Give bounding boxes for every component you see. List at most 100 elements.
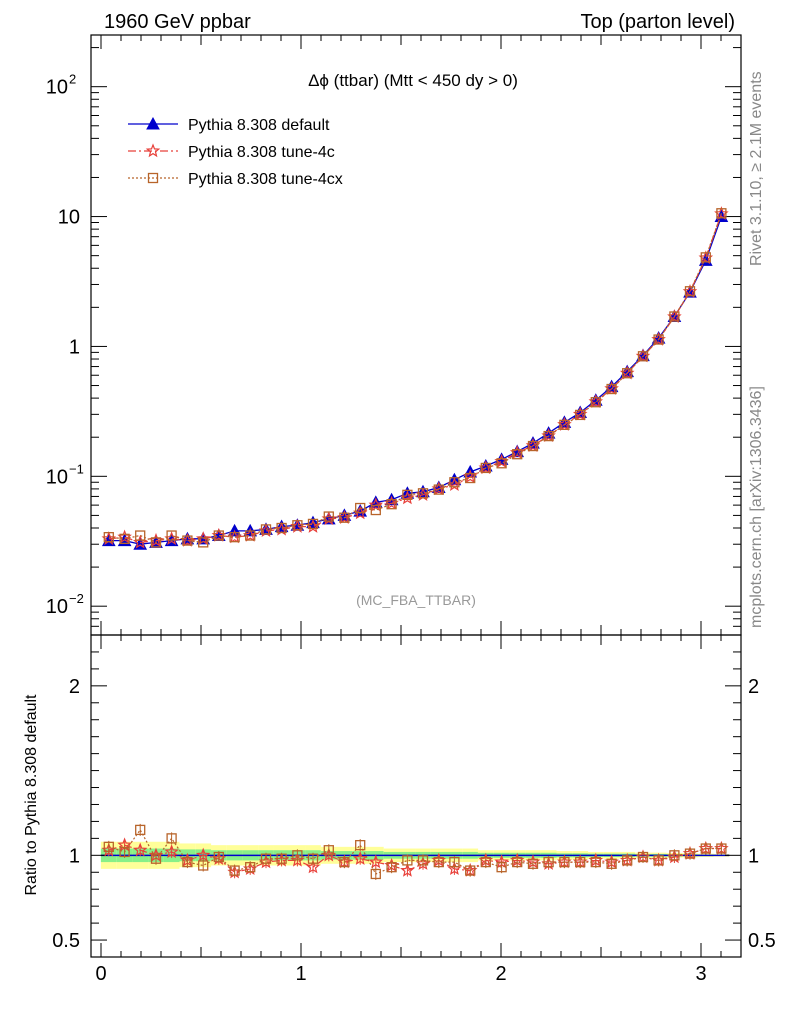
y-tick-label: 10 <box>46 596 68 618</box>
data-point <box>119 533 130 544</box>
data-point <box>716 208 727 219</box>
ratio-y-tick-label: 1 <box>69 845 80 867</box>
ratio-x-axis: 0 1 2 3 <box>95 635 722 985</box>
legend-marker <box>146 116 160 130</box>
ratio-point <box>575 856 586 868</box>
data-point <box>339 512 350 523</box>
legend-label: Pythia 8.308 default <box>188 117 330 134</box>
ratio-point <box>229 865 240 876</box>
ratio-point <box>135 824 146 836</box>
data-point <box>653 334 664 345</box>
data-point <box>386 499 397 510</box>
ratio-point <box>590 856 601 868</box>
data-point <box>433 484 444 495</box>
ratio-point <box>182 856 193 868</box>
ratio-point <box>637 851 649 863</box>
ratio-point <box>166 833 177 844</box>
data-point <box>575 409 586 421</box>
ratio-y-tick-label: 2 <box>69 676 80 698</box>
series-line <box>108 213 723 544</box>
main-title: Δϕ (ttbar) (Mtt < 450 dy > 0) <box>308 71 518 90</box>
ratio-point <box>402 855 413 866</box>
main-x-ticks <box>100 35 722 635</box>
ratio-point <box>606 858 617 869</box>
series-line <box>108 216 723 545</box>
ratio-y-axis: 1 1 2 2 0.5 0.5 <box>52 651 776 952</box>
rivet-label: Rivet 3.1.10, ≥ 2.1M events <box>748 71 765 266</box>
ratio-point <box>198 860 209 871</box>
legend-marker <box>145 143 161 158</box>
data-point <box>213 530 224 541</box>
ratio-point <box>195 847 211 862</box>
data-point <box>292 520 303 531</box>
watermark: (MC_FBA_TTBAR) <box>356 592 476 608</box>
ratio-point <box>352 851 368 865</box>
data-point <box>559 419 570 431</box>
ratio-point <box>260 853 272 864</box>
data-point <box>182 535 193 546</box>
data-point <box>527 440 539 452</box>
ratio-point <box>132 842 148 857</box>
y-tick-label: 10 <box>58 207 80 229</box>
data-point <box>276 522 287 534</box>
x-tick-label: 1 <box>295 963 306 985</box>
ratio-point <box>370 868 381 880</box>
ratio-point <box>103 841 114 852</box>
ratio-panel: 1 1 2 2 0.5 0.5 0 1 2 3 Ratio to Pythia 8.308 de… <box>23 634 776 985</box>
ratio-point <box>449 856 460 868</box>
y-tick-label: 10 <box>46 77 68 99</box>
data-point <box>323 511 334 522</box>
data-point <box>417 488 429 499</box>
data-point <box>198 537 209 548</box>
ratio-point <box>622 855 633 866</box>
data-point <box>480 462 491 474</box>
series-1 <box>101 206 729 549</box>
data-point <box>512 449 523 460</box>
ratio-series-1 <box>103 823 727 880</box>
ratio-point <box>276 853 287 864</box>
series-2 <box>103 208 727 548</box>
ratio-point <box>417 855 429 866</box>
ratio-y-tick-label: 0.5 <box>52 930 80 952</box>
ratio-point <box>323 845 334 856</box>
mcplots-label: mcplots.cern.ch [arXiv:1306.3436] <box>748 386 765 628</box>
data-point <box>166 530 177 541</box>
y-tick-exponent: −1 <box>69 461 84 476</box>
data-point <box>307 518 319 530</box>
data-point <box>370 504 381 516</box>
legend-label: Pythia 8.308 tune-4cx <box>188 171 343 188</box>
ratio-point <box>355 839 366 851</box>
data-point <box>229 532 240 543</box>
ratio-point <box>653 855 664 866</box>
ratio-point <box>684 848 696 859</box>
ratio-point <box>213 851 224 863</box>
ratio-point <box>245 862 256 873</box>
ratio-series-line <box>108 844 722 873</box>
x-tick-label: 2 <box>495 963 506 985</box>
ratio-point <box>339 856 350 868</box>
ratio-point <box>164 844 179 859</box>
data-point <box>496 458 507 469</box>
x-tick-label: 0 <box>95 963 106 985</box>
series-0 <box>101 209 729 550</box>
y-tick-label: 10 <box>46 466 68 488</box>
data-point <box>465 472 476 484</box>
data-point <box>245 530 256 541</box>
legend-label: Pythia 8.308 tune-4c <box>188 144 335 161</box>
main-panel: Δϕ (ttbar) (Mtt < 450 dy > 0) (MC_FBA_TT… <box>46 34 742 636</box>
data-point <box>543 430 554 442</box>
legend: Pythia 8.308 default Pythia 8.308 tune-4c… <box>128 116 343 188</box>
ratio-point <box>669 850 680 861</box>
data-point <box>669 311 680 322</box>
ratio-bands <box>100 841 730 869</box>
ratio-series-line <box>108 828 722 875</box>
header-left: 1960 GeV ppbar <box>104 11 251 33</box>
ratio-point <box>307 853 319 864</box>
ratio-point <box>700 843 711 854</box>
data-point <box>195 531 211 546</box>
ratio-point <box>368 854 384 869</box>
data-point <box>135 530 146 541</box>
y-tick-exponent: 2 <box>69 72 76 87</box>
data-point <box>637 351 649 362</box>
